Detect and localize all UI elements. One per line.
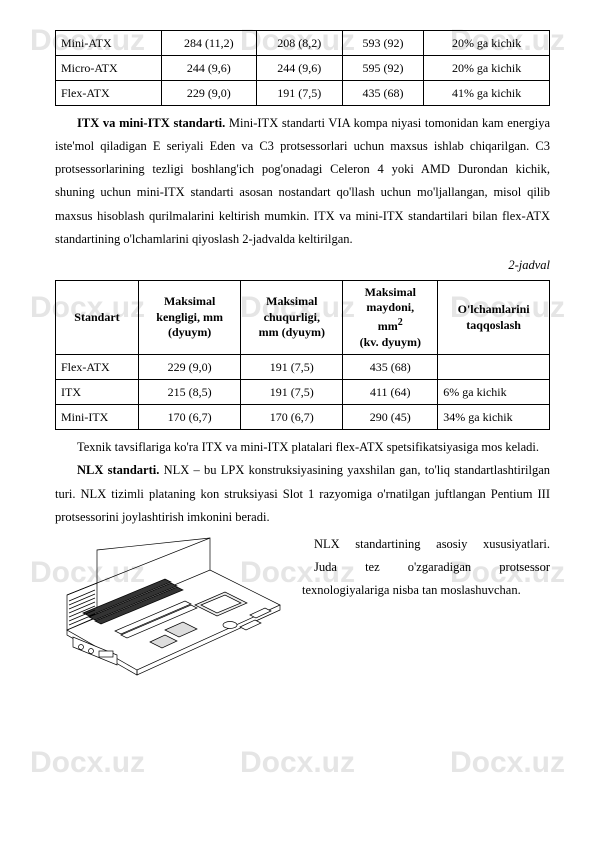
- table-row: Mini-ITX170 (6,7)170 (6,7)290 (45)34% ga…: [56, 405, 550, 430]
- table-cell: 593 (92): [342, 31, 423, 56]
- paragraph-nlx: NLX standarti. NLX – bu LPX konstruksiya…: [55, 459, 550, 528]
- watermark: Docx.uz: [240, 740, 355, 785]
- table-cell: 20% ga kichik: [424, 31, 550, 56]
- table-cell: ITX: [56, 380, 139, 405]
- table-cell: 229 (9,0): [161, 81, 256, 106]
- motherboard-illustration: [55, 535, 290, 685]
- table-cell: 20% ga kichik: [424, 56, 550, 81]
- table-cell: 411 (64): [343, 380, 438, 405]
- watermark: Docx.uz: [30, 740, 145, 785]
- table-cell: Micro-ATX: [56, 56, 162, 81]
- table-cell: 170 (6,7): [241, 405, 343, 430]
- watermark: Docx.uz: [450, 740, 565, 785]
- table-header-cell: Maksimalchuqurligi,mm (dyuym): [241, 280, 343, 354]
- table-cell: [438, 355, 550, 380]
- table-cell: Flex-ATX: [56, 81, 162, 106]
- nlx-heading: NLX standarti.: [77, 463, 159, 477]
- table-cell: Mini-ATX: [56, 31, 162, 56]
- table-cell: 191 (7,5): [241, 380, 343, 405]
- table-cell: 41% ga kichik: [424, 81, 550, 106]
- table-cell: 284 (11,2): [161, 31, 256, 56]
- table-row: Micro-ATX244 (9,6)244 (9,6)595 (92)20% g…: [56, 56, 550, 81]
- table-cell: 215 (8,5): [138, 380, 240, 405]
- table-cell: Mini-ITX: [56, 405, 139, 430]
- table-1: Mini-ATX284 (11,2)208 (8,2)593 (92)20% g…: [55, 30, 550, 106]
- table-cell: 229 (9,0): [138, 355, 240, 380]
- table-cell: 435 (68): [342, 81, 423, 106]
- table-2: StandartMaksimalkengligi, mm(dyuym)Maksi…: [55, 280, 550, 430]
- paragraph-texnik: Texnik tavsiflariga ko'ra ITX va mini-IT…: [55, 436, 550, 459]
- table-cell: Flex-ATX: [56, 355, 139, 380]
- table-header-cell: Maksimalmaydoni,mm2(kv. dyuym): [343, 280, 438, 354]
- paragraph-itx: ITX va mini-ITX standarti. Mini-ITX stan…: [55, 112, 550, 251]
- table-row: Mini-ATX284 (11,2)208 (8,2)593 (92)20% g…: [56, 31, 550, 56]
- table-row: Flex-ATX229 (9,0)191 (7,5)435 (68)41% ga…: [56, 81, 550, 106]
- itx-text: Mini-ITX standarti VIA kompa niyasi tomo…: [55, 116, 550, 246]
- itx-heading: ITX va mini-ITX standarti.: [77, 116, 225, 130]
- table2-caption: 2-jadval: [55, 254, 550, 277]
- table-cell: 191 (7,5): [256, 81, 342, 106]
- table-header-cell: O'lchamlarinitaqqoslash: [438, 280, 550, 354]
- table-cell: 290 (45): [343, 405, 438, 430]
- table-cell: 191 (7,5): [241, 355, 343, 380]
- table-cell: 244 (9,6): [256, 56, 342, 81]
- table-cell: 6% ga kichik: [438, 380, 550, 405]
- table-header-cell: Standart: [56, 280, 139, 354]
- table-cell: 595 (92): [342, 56, 423, 81]
- table-cell: 170 (6,7): [138, 405, 240, 430]
- table-cell: 244 (9,6): [161, 56, 256, 81]
- table-row: ITX215 (8,5)191 (7,5)411 (64)6% ga kichi…: [56, 380, 550, 405]
- table-header-cell: Maksimalkengligi, mm(dyuym): [138, 280, 240, 354]
- table-cell: 34% ga kichik: [438, 405, 550, 430]
- table-row: Flex-ATX229 (9,0)191 (7,5)435 (68): [56, 355, 550, 380]
- table-cell: 435 (68): [343, 355, 438, 380]
- table-cell: 208 (8,2): [256, 31, 342, 56]
